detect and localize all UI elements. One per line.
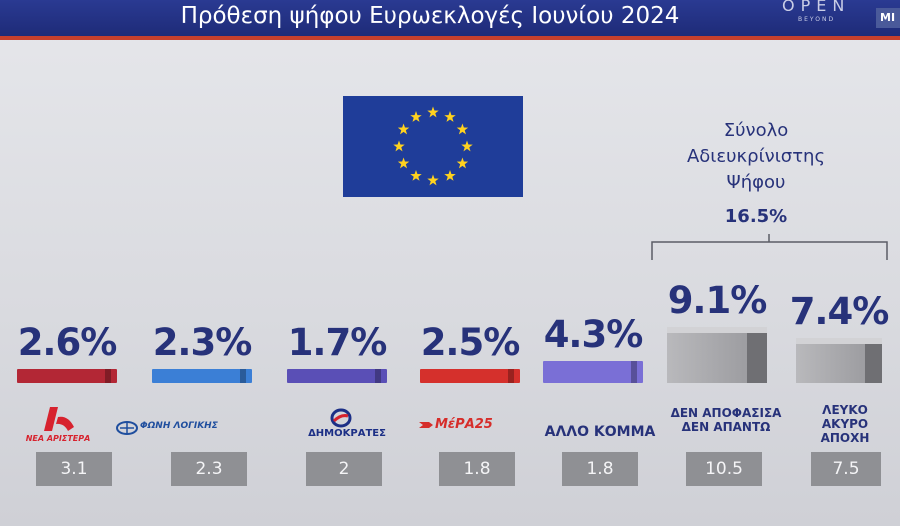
header-bar: Πρόθεση ψήφου Ευρωεκλογές Ιουνίου 2024 O… xyxy=(0,0,900,36)
value-label: 9.1% xyxy=(667,279,768,322)
previous-value-box: 1.8 xyxy=(562,452,638,486)
bar xyxy=(667,327,767,383)
bar xyxy=(17,369,117,383)
value-label: 7.4% xyxy=(789,290,890,333)
undecided-label-line: ΔΕΝ ΑΠΟΦΑΣΙΣΑ xyxy=(670,406,782,420)
eu-star-icon xyxy=(427,174,439,186)
dimokrates-logo-text: ΔΗΜΟΚΡΑΤΕΣ xyxy=(308,428,386,439)
foni-logikis-logo-text: ΦΩΝΗ ΛΟΓΙΚΗΣ xyxy=(140,421,218,431)
eu-star-icon xyxy=(393,140,405,152)
bar xyxy=(796,338,882,383)
bar-shade xyxy=(240,369,246,383)
value-label: 4.3% xyxy=(543,313,644,356)
bar xyxy=(152,369,252,383)
previous-value-box: 2 xyxy=(306,452,382,486)
previous-value-box: 3.1 xyxy=(36,452,112,486)
eu-star-icon xyxy=(461,140,473,152)
bar-shade xyxy=(631,361,637,383)
bar-shade xyxy=(105,369,111,383)
dimokrates-logo-icon xyxy=(330,408,352,428)
eu-star-icon xyxy=(444,169,456,181)
bar-top xyxy=(667,327,767,333)
eu-star-icon xyxy=(456,157,469,169)
undecided-total-value: 16.5% xyxy=(724,206,788,227)
eu-star-icon xyxy=(427,106,439,118)
channel-logo-text: OPEN xyxy=(782,0,851,15)
previous-value-box: 7.5 xyxy=(811,452,881,486)
value-label: 2.3% xyxy=(152,321,253,364)
eu-star-icon xyxy=(444,111,456,122)
blank-invalid-label-line: ΛΕΥΚΟ xyxy=(822,403,868,417)
eu-star-icon xyxy=(397,157,410,169)
undecided-title-line: Σύνολο xyxy=(723,120,789,141)
previous-value-box: 2.3 xyxy=(171,452,247,486)
bar xyxy=(543,361,643,383)
eu-flag-icon xyxy=(343,96,523,197)
dimokrates-logo: ΔΗΜΟΚΡΑΤΕΣ xyxy=(292,408,402,440)
mera25-logo-icon xyxy=(419,422,433,428)
nea-aristera-logo-text: ΝΕΑ ΑΡΙΣΤΕΡΑ xyxy=(25,434,91,443)
bar-shade xyxy=(508,369,514,383)
value-label: 2.6% xyxy=(17,321,118,364)
nea-aristera-logo-icon xyxy=(44,407,74,431)
undecided-bracket xyxy=(651,234,888,260)
bar xyxy=(287,369,387,383)
undecided-label: ΔΕΝ ΑΠΟΦΑΣΙΣΑ ΔΕΝ ΑΠΑΝΤΩ xyxy=(660,406,792,434)
partner-logo: MI xyxy=(876,8,900,28)
undecided-total-title: Σύνολο Αδιευκρίνιστης Ψήφου xyxy=(640,118,872,196)
nea-aristera-logo: ΝΕΑ ΑΡΙΣΤΕΡΑ xyxy=(22,405,94,445)
mera25-logo: ΜέΡΑ25 xyxy=(415,415,525,435)
header-accent-line xyxy=(0,36,900,40)
eu-star-icon xyxy=(410,111,422,122)
previous-value-box: 10.5 xyxy=(686,452,762,486)
foni-logikis-logo-icon xyxy=(116,421,138,435)
channel-logo-subtext: BEYOND xyxy=(798,16,836,23)
other-party-label: ΑΛΛΟ ΚΟΜΜΑ xyxy=(544,424,656,440)
bar-top xyxy=(796,338,882,344)
foni-logikis-logo: ΦΩΝΗ ΛΟΓΙΚΗΣ xyxy=(116,420,268,436)
eu-star-icon xyxy=(397,123,410,135)
value-label: 2.5% xyxy=(420,321,521,364)
mera25-logo-text: ΜέΡΑ25 xyxy=(435,417,493,432)
page-title: Πρόθεση ψήφου Ευρωεκλογές Ιουνίου 2024 xyxy=(180,3,680,29)
undecided-title-line: Αδιευκρίνιστης xyxy=(686,146,826,167)
value-label: 1.7% xyxy=(287,321,388,364)
bar xyxy=(420,369,520,383)
channel-logo: OPEN BEYOND xyxy=(782,0,856,30)
previous-value-box: 1.8 xyxy=(439,452,515,486)
blank-invalid-label: ΛΕΥΚΟ ΑΚΥΡΟ ΑΠΟΧΗ xyxy=(800,403,890,445)
undecided-title-line: Ψήφου xyxy=(726,172,786,193)
eu-star-icon xyxy=(456,123,469,135)
bar-shade xyxy=(375,369,381,383)
undecided-label-line: ΔΕΝ ΑΠΑΝΤΩ xyxy=(681,420,771,434)
eu-star-icon xyxy=(410,169,422,181)
blank-invalid-label-line: ΑΠΟΧΗ xyxy=(820,431,870,445)
blank-invalid-label-line: ΑΚΥΡΟ xyxy=(821,417,869,431)
